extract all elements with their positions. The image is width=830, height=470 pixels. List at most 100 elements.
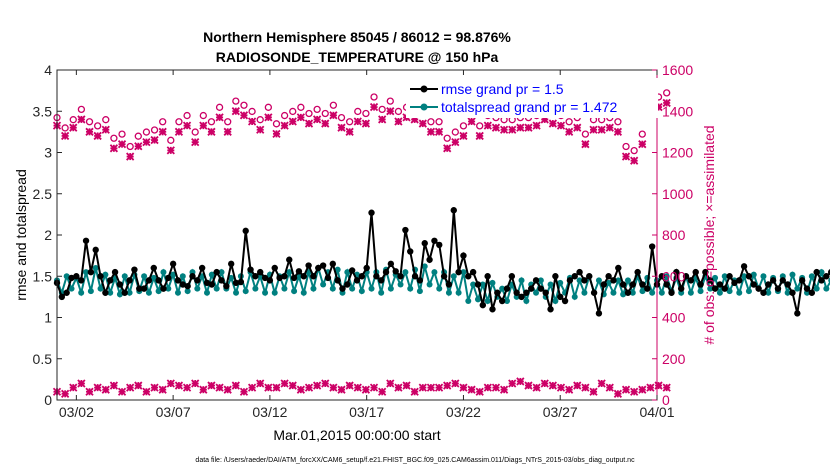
assimilated-obs-low-point: [101, 385, 110, 394]
rmse-point: [677, 285, 685, 292]
assimilated-obs-point: [621, 152, 631, 161]
assimilated-obs-low-point: [426, 383, 436, 392]
rmse-point: [803, 285, 811, 292]
assimilated-obs-point: [174, 127, 184, 136]
assimilated-obs-low-point: [247, 383, 257, 392]
rmse-point: [610, 277, 617, 284]
totalspread-point: [141, 273, 148, 280]
y-left-tick-label: 2: [44, 227, 52, 243]
rmse-point: [358, 273, 366, 280]
rmse-point: [286, 256, 293, 263]
rmse-point: [348, 267, 356, 274]
rmse-point: [407, 248, 414, 255]
assimilated-obs-point: [231, 107, 240, 116]
assimilated-obs-low-point: [418, 383, 427, 392]
assimilated-obs-low-point: [312, 381, 322, 390]
totalspread-point: [426, 281, 433, 288]
assimilated-obs-low-point: [93, 383, 102, 392]
assimilated-obs-low-point: [77, 379, 86, 388]
rmse-point: [121, 289, 128, 296]
assimilated-obs-point: [60, 131, 70, 141]
assimilated-obs-point: [361, 119, 371, 128]
assimilated-obs-low-point: [443, 381, 452, 390]
rmse-point: [68, 274, 75, 282]
assimilated-obs-point: [166, 146, 175, 155]
assimilated-obs-point: [272, 129, 281, 139]
totalspread-point: [533, 289, 540, 296]
rmse-point: [600, 281, 607, 288]
rmse-point: [310, 273, 317, 280]
rmse-point: [557, 293, 564, 301]
assimilated-obs-low-point: [256, 379, 265, 388]
assimilated-obs-low-point: [304, 383, 314, 392]
rmse-point: [489, 306, 496, 313]
x-axis-label: Mar.01,2015 00:00:00 start: [273, 427, 440, 443]
possible-obs-point: [93, 122, 102, 130]
assimilated-obs-low-point: [272, 383, 281, 392]
rmse-point: [421, 240, 428, 247]
possible-obs-point: [77, 105, 86, 114]
rmse-point: [252, 273, 259, 280]
possible-obs-point: [329, 101, 338, 109]
rmse-point: [595, 310, 603, 317]
totalspread-point: [281, 285, 288, 292]
possible-obs-point: [199, 111, 207, 120]
rmse-point: [160, 285, 167, 292]
rmse-point: [198, 264, 206, 272]
assimilated-obs-low-point: [386, 379, 395, 388]
assimilated-obs-low-point: [573, 381, 582, 390]
rmse-point: [63, 289, 70, 296]
assimilated-obs-low-point: [499, 385, 509, 394]
rmse-point: [494, 289, 501, 296]
assimilated-obs-point: [215, 113, 224, 122]
x-tick-label: 03/02: [59, 404, 94, 420]
possible-obs-point: [394, 107, 403, 116]
assimilated-obs-point: [353, 117, 362, 126]
assimilated-obs-point: [508, 125, 517, 134]
assimilated-obs-low-point: [264, 383, 273, 392]
totalspread-point: [121, 273, 128, 280]
assimilated-obs-low-point: [378, 387, 387, 396]
rmse-point: [518, 293, 525, 301]
possible-obs-point: [183, 111, 191, 120]
totalspread-point: [310, 285, 317, 292]
possible-obs-point: [150, 126, 159, 134]
assimilated-obs-low-point: [126, 383, 135, 392]
totalspread-point: [789, 271, 796, 278]
totalspread-point: [204, 289, 210, 296]
assimilated-obs-point: [394, 117, 403, 126]
rmse-point: [566, 277, 574, 284]
totalspread-point: [329, 285, 336, 292]
rmse-point: [760, 289, 767, 296]
assimilated-obs-point: [443, 144, 452, 153]
totalspread-point: [252, 285, 259, 292]
possible-obs-point: [313, 105, 321, 114]
assimilated-obs-point: [117, 140, 127, 149]
assimilated-obs-low-point: [540, 379, 549, 388]
possible-obs-point: [362, 109, 370, 118]
assimilated-obs-point: [101, 125, 110, 134]
assimilated-obs-point: [288, 117, 297, 126]
rmse-point: [818, 277, 825, 284]
rmse-point: [242, 227, 249, 235]
rmse-point: [663, 281, 670, 288]
assimilated-obs-low-point: [369, 383, 379, 392]
assimilated-obs-low-point: [85, 387, 94, 396]
assimilated-obs-low-point: [288, 381, 297, 390]
totalspread-point: [184, 288, 191, 295]
rmse-point: [721, 285, 728, 292]
assimilated-obs-point: [532, 121, 541, 130]
assimilated-obs-low-point: [329, 383, 338, 392]
assimilated-obs-point: [150, 135, 159, 145]
rmse-point: [823, 273, 830, 280]
totalspread-point: [179, 273, 186, 280]
totalspread-point: [349, 285, 356, 292]
legend-rmse-marker: [420, 85, 428, 93]
assimilated-obs-point: [296, 113, 306, 122]
rmse-point: [329, 260, 337, 268]
totalspread-point: [233, 289, 240, 296]
totalspread-point: [174, 289, 181, 296]
possible-obs-point: [110, 134, 118, 142]
totalspread-point: [499, 285, 506, 292]
rmse-point: [247, 266, 254, 273]
